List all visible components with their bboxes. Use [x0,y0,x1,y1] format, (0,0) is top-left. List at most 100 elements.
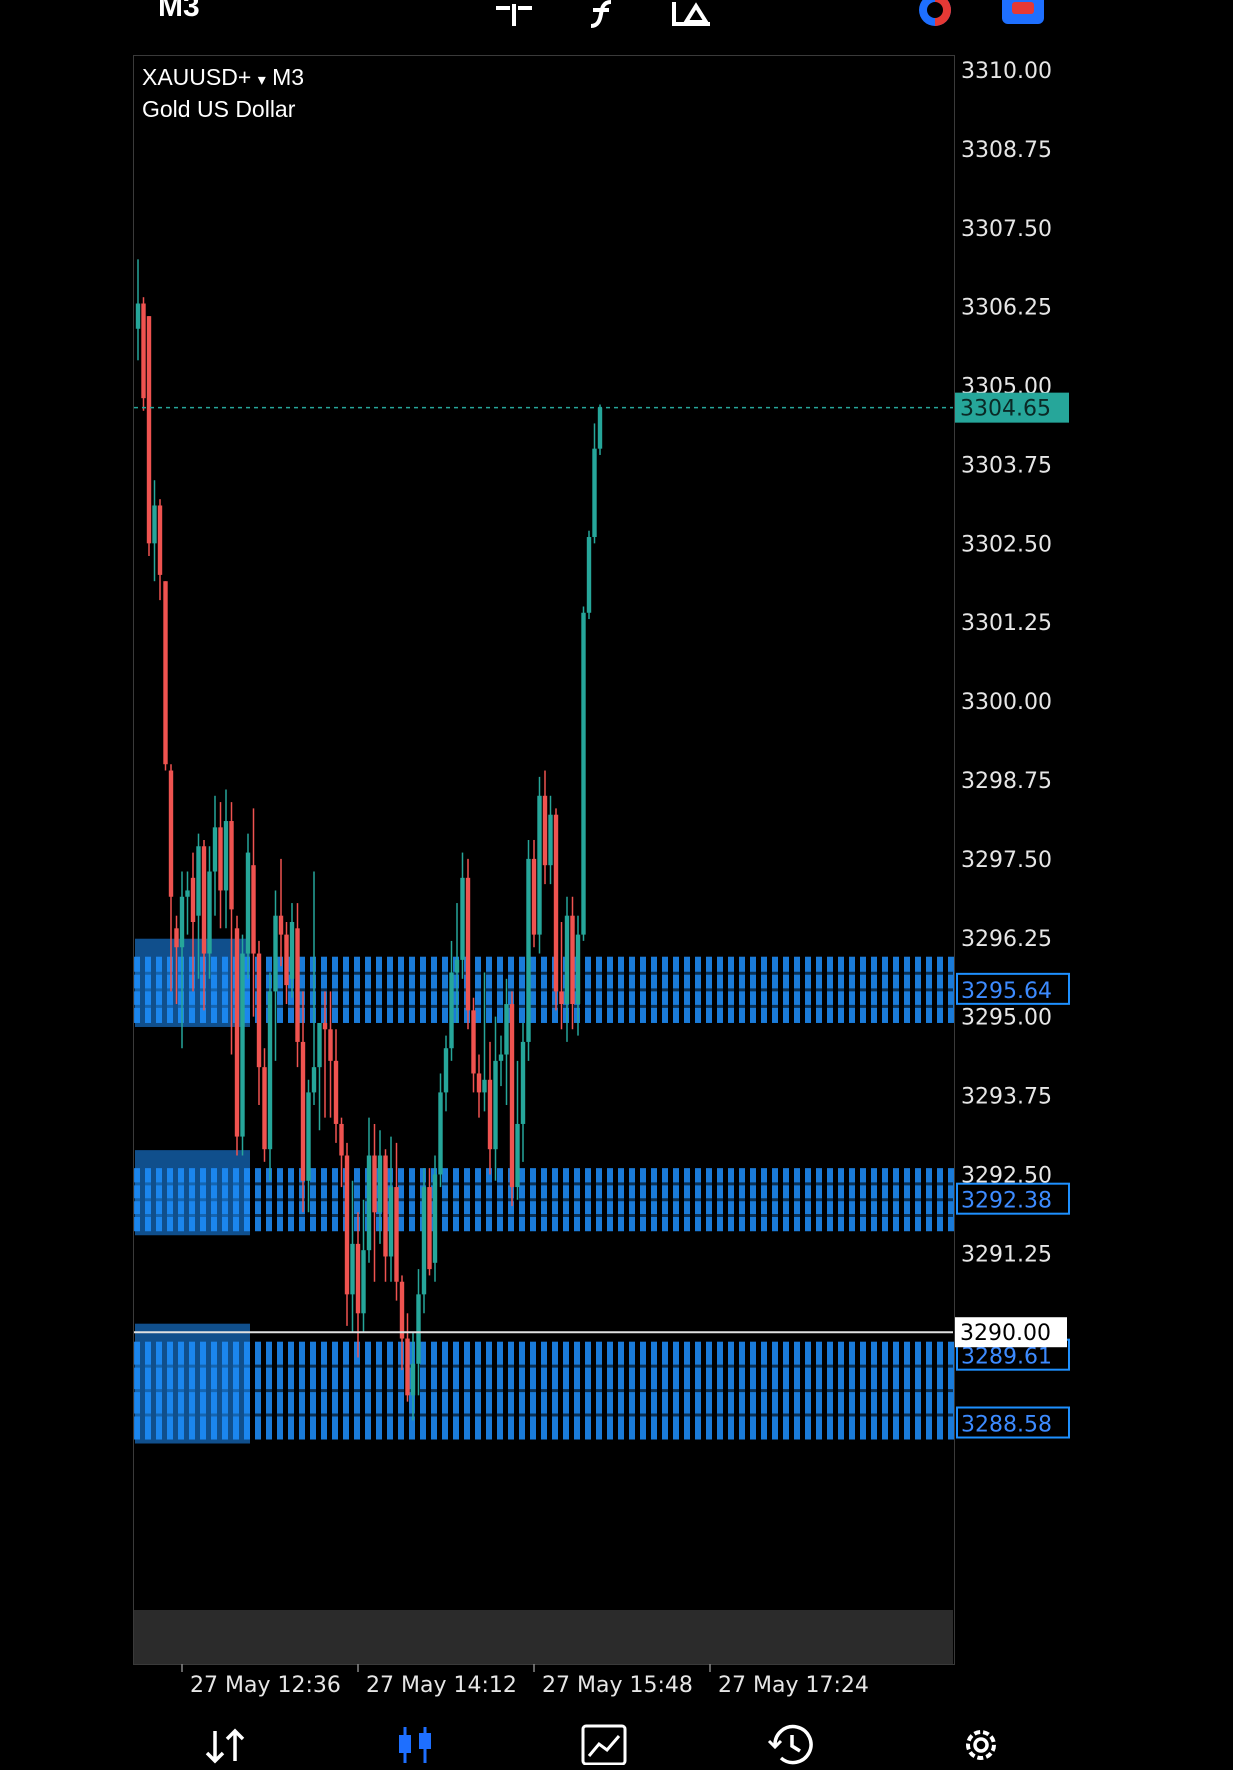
symbol-description: Gold US Dollar [142,96,296,122]
candle-body [234,928,240,1137]
y-tick-label: 3308.75 [961,138,1052,163]
candle-body [174,928,179,948]
candle-body [344,1155,350,1295]
y-tick-label: 3301.25 [961,611,1052,636]
candle-body [322,1022,328,1030]
symbol-timeframe: M3 [272,64,305,90]
candle-body [471,1010,476,1074]
candle-body [141,303,146,399]
zone-0-tag-0 [956,972,1070,1005]
zone-0-tag-label-0: 3295.64 [961,979,1052,1004]
candle-body [185,890,190,897]
chart-icon[interactable] [391,1723,441,1765]
candle-body [179,896,185,948]
candle-body [328,1029,333,1061]
current-price-label: 3304.65 [960,397,1051,422]
candle-body [432,1174,438,1263]
y-tick-label: 3293.75 [961,1085,1052,1110]
candle-body [333,1060,339,1124]
bottom-navigation [0,1715,1233,1766]
candle-body [399,1281,405,1339]
y-tick-label: 3298.75 [961,769,1052,794]
y-tick-label: 3306.25 [961,296,1052,321]
candle-body [537,795,542,935]
candle-body [300,1041,306,1181]
candle-body [410,1363,416,1396]
candle-body [405,1338,410,1396]
candle-body [196,846,201,916]
quotes-icon[interactable] [201,1723,251,1765]
level-price-tag [955,1317,1067,1348]
settings-icon[interactable] [957,1723,1007,1765]
x-tick-label: 27 May 17:24 [718,1673,869,1698]
candle-body [229,821,234,910]
zone-1-tag-label-0: 3292.38 [961,1189,1052,1214]
candle-body [586,537,592,613]
candle-body [575,934,581,1005]
candle-body [597,407,603,449]
candle-body [278,915,284,935]
candle-body [152,505,157,544]
candle-body [135,303,141,329]
one-click-trading-icon[interactable] [912,0,958,30]
symbol-name: XAUUSD+ [142,64,252,90]
candle-body [240,953,245,1137]
candle-body [427,1187,432,1270]
y-tick-label: 3292.50 [961,1163,1052,1188]
candle-body [509,1004,515,1188]
y-tick-label: 3300.00 [961,690,1052,715]
plot-bottom-shade [134,1610,953,1664]
candle-body [262,1067,267,1150]
candle-body [504,1004,509,1055]
y-tick-label: 3310.00 [961,59,1052,84]
candle-body [289,922,295,979]
indicators-icon[interactable] [585,0,621,30]
y-tick-label: 3303.75 [961,453,1052,478]
x-tick-label: 27 May 15:48 [542,1673,693,1698]
candle-body [355,1243,361,1314]
trade-icon[interactable] [580,1723,630,1766]
zone-2-tag-1 [956,1406,1070,1439]
candle-body [559,991,564,1005]
timeframe-button[interactable]: M3 [158,0,200,23]
candle-body [273,915,278,992]
chart-settings-icon[interactable] [1000,0,1046,30]
candle-body [553,814,559,992]
candle-body [207,871,212,954]
candle-body [416,1294,421,1364]
candle-body [212,827,218,872]
candle-body [548,814,553,866]
candle-body [520,1041,526,1124]
candle-body [146,316,152,544]
candle-body [465,877,471,1011]
y-tick-label: 3296.25 [961,927,1052,952]
symbol-header[interactable]: XAUUSD+ ▾ M3 [142,64,304,91]
y-tick-label: 3307.50 [961,217,1052,242]
candle-body [350,1243,355,1295]
candle-body [218,827,223,891]
candle-body [454,959,460,973]
history-icon[interactable] [767,1723,817,1765]
candle-body [592,448,597,538]
candle-body [223,821,229,891]
top-toolbar: M3 [0,0,1233,40]
candle-body [366,1155,372,1251]
candle-body [498,1054,504,1061]
candle-body [251,865,256,954]
objects-icon[interactable] [668,0,716,30]
candle-body [311,1067,317,1093]
candle-body [531,858,537,935]
candle-body [493,1060,498,1150]
candle-body [339,1123,344,1156]
crosshair-icon[interactable] [490,0,538,30]
x-tick-label: 27 May 14:12 [366,1673,517,1698]
candle-body [295,928,300,1042]
zone-1-tag-0 [956,1182,1070,1215]
candle-body [487,1079,493,1150]
y-tick-label: 3295.00 [961,1006,1052,1031]
candle-body [245,852,251,954]
candle-body [190,877,196,922]
candle-body [388,1187,394,1257]
y-tick-label: 3291.25 [961,1242,1052,1267]
